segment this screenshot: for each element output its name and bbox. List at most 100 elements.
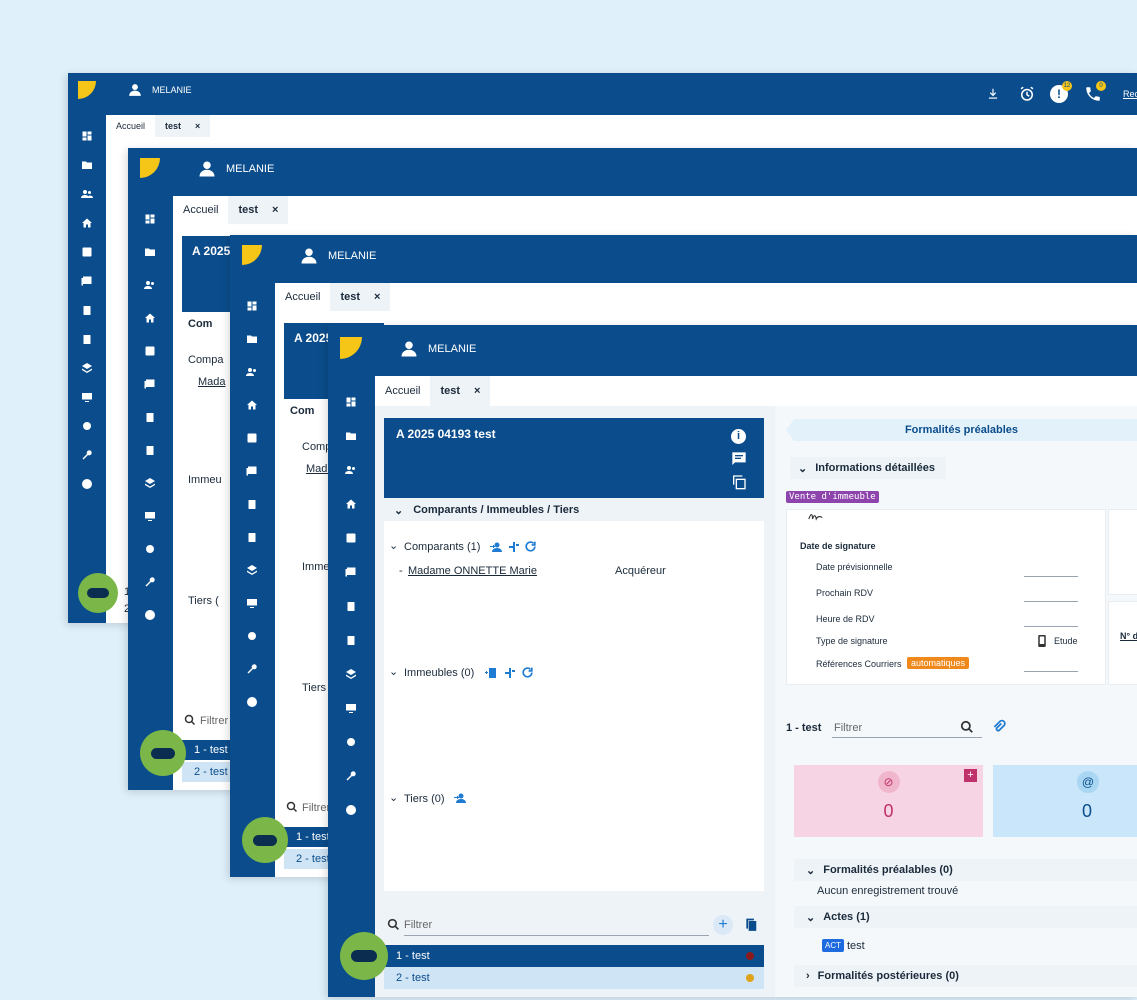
add-person-icon[interactable] — [452, 792, 468, 804]
paperclip-icon[interactable] — [992, 719, 1006, 735]
folder-icon[interactable] — [80, 158, 94, 172]
gear-icon[interactable] — [245, 629, 259, 643]
wrench-icon[interactable] — [80, 448, 94, 462]
list-row-2-cut[interactable]: 2 — [124, 603, 130, 615]
plus-icon[interactable]: + — [964, 769, 977, 782]
layers-icon[interactable] — [143, 476, 157, 490]
home-icon[interactable] — [245, 398, 259, 412]
tab-home[interactable]: Accueil — [183, 204, 219, 216]
app-logo[interactable] — [140, 158, 160, 178]
tab-test[interactable]: test × — [228, 196, 289, 224]
news-icon[interactable] — [245, 464, 259, 478]
folder-icon[interactable] — [344, 429, 358, 443]
prochain-rdv-field[interactable] — [1024, 601, 1078, 602]
chat-button[interactable] — [340, 932, 388, 980]
actes-header[interactable]: ⌄ Actes (1) — [794, 906, 1137, 928]
tab-test[interactable]: test × — [155, 115, 211, 137]
help-icon[interactable] — [80, 477, 94, 491]
search-icon[interactable] — [960, 720, 974, 734]
app-logo[interactable] — [340, 337, 362, 359]
contact-icon[interactable] — [245, 431, 259, 445]
doc-filter-input[interactable]: Filtrer — [834, 722, 863, 734]
folder-icon[interactable] — [245, 332, 259, 346]
add-link-icon[interactable] — [504, 667, 516, 679]
plus-button[interactable]: + — [713, 915, 733, 935]
help-icon[interactable] — [245, 695, 259, 709]
attachments-counter[interactable]: ⊘ + 0 — [794, 765, 983, 837]
home-icon[interactable] — [344, 497, 358, 511]
type-signature-value[interactable]: Etude — [1054, 636, 1078, 646]
acte-name[interactable]: test — [847, 940, 865, 952]
list-row-2[interactable]: 2 - test — [384, 967, 764, 989]
comparant-name-cut[interactable]: Madi — [306, 463, 330, 475]
comparant-name[interactable]: Madame ONNETTE Marie — [408, 565, 537, 577]
clipboard-check-icon[interactable] — [245, 530, 259, 544]
tab-home[interactable]: Accueil — [385, 385, 421, 397]
refresh-icon[interactable] — [521, 666, 534, 679]
tiers-cut[interactable]: Tiers — [302, 682, 327, 694]
tab-close-icon[interactable]: × — [195, 121, 201, 131]
clipboard-check-icon[interactable] — [344, 633, 358, 647]
list-row-1-cut[interactable]: 1 — [124, 586, 130, 598]
download-icon[interactable] — [986, 87, 1000, 101]
clipboard-icon[interactable] — [344, 599, 358, 613]
tab-test[interactable]: test × — [330, 283, 391, 311]
monitor-icon[interactable] — [245, 596, 259, 610]
gear-icon[interactable] — [344, 735, 358, 749]
comparants-cut[interactable]: Compa — [188, 354, 224, 366]
formalites-posterieures-header[interactable]: › Formalités postérieures (0) — [794, 965, 1137, 987]
dashboard-icon[interactable] — [143, 212, 157, 226]
refs-field[interactable] — [1024, 671, 1078, 672]
home-icon[interactable] — [80, 216, 94, 230]
news-icon[interactable] — [344, 565, 358, 579]
tiers-cut[interactable]: Tiers ( — [188, 595, 219, 607]
layers-icon[interactable] — [245, 563, 259, 577]
immeubles-label[interactable]: Immeubles (0) — [404, 667, 475, 679]
alarm-icon[interactable] — [1018, 85, 1036, 103]
chat-button[interactable] — [78, 573, 118, 613]
user-menu[interactable]: MELANIE — [128, 83, 192, 97]
people-icon[interactable] — [80, 187, 94, 201]
dashboard-icon[interactable] — [245, 299, 259, 313]
clipboard-icon[interactable] — [143, 410, 157, 424]
help-icon[interactable] — [344, 803, 358, 817]
news-icon[interactable] — [143, 377, 157, 391]
info-header[interactable]: ⌄ Informations détaillées — [790, 457, 946, 479]
chat-button[interactable] — [140, 730, 186, 776]
formalites-prealables-header[interactable]: ⌄ Formalités préalables (0) — [794, 859, 1137, 881]
chat-button[interactable] — [242, 817, 288, 863]
mail-counter[interactable]: @ 0 — [993, 765, 1137, 837]
heure-rdv-field[interactable] — [1024, 626, 1078, 627]
tab-close-icon[interactable]: × — [474, 385, 481, 397]
contact-icon[interactable] — [344, 531, 358, 545]
clipboard-check-icon[interactable] — [143, 443, 157, 457]
chevron-down-icon[interactable]: ⌄ — [389, 666, 399, 678]
clipboard-check-icon[interactable] — [80, 332, 94, 346]
comparant-name-cut[interactable]: Mada — [198, 376, 226, 388]
user-menu[interactable]: MELANIE — [400, 340, 476, 358]
home-icon[interactable] — [143, 311, 157, 325]
tiers-label[interactable]: Tiers (0) — [404, 793, 445, 805]
tab-home[interactable]: Accueil — [285, 291, 321, 303]
tab-close-icon[interactable]: × — [374, 291, 381, 303]
filter-input-cut[interactable]: Filtrer — [302, 802, 331, 814]
comment-icon[interactable] — [731, 451, 747, 467]
wrench-icon[interactable] — [143, 575, 157, 589]
dashboard-icon[interactable] — [80, 129, 94, 143]
add-building-icon[interactable] — [484, 667, 498, 679]
monitor-icon[interactable] — [344, 701, 358, 715]
immeubles-cut[interactable]: Imme — [302, 561, 330, 573]
gear-icon[interactable] — [80, 419, 94, 433]
folder-icon[interactable] — [143, 245, 157, 259]
dashboard-icon[interactable] — [344, 395, 358, 409]
layers-icon[interactable] — [344, 667, 358, 681]
tab-test[interactable]: test × — [430, 376, 491, 406]
clipboard-icon[interactable] — [245, 497, 259, 511]
contact-icon[interactable] — [143, 344, 157, 358]
contact-icon[interactable] — [80, 245, 94, 259]
chevron-down-icon[interactable]: ⌄ — [389, 540, 399, 552]
wrench-icon[interactable] — [245, 662, 259, 676]
tab-close-icon[interactable]: × — [272, 204, 279, 216]
wrench-icon[interactable] — [344, 769, 358, 783]
people-icon[interactable] — [143, 278, 157, 292]
